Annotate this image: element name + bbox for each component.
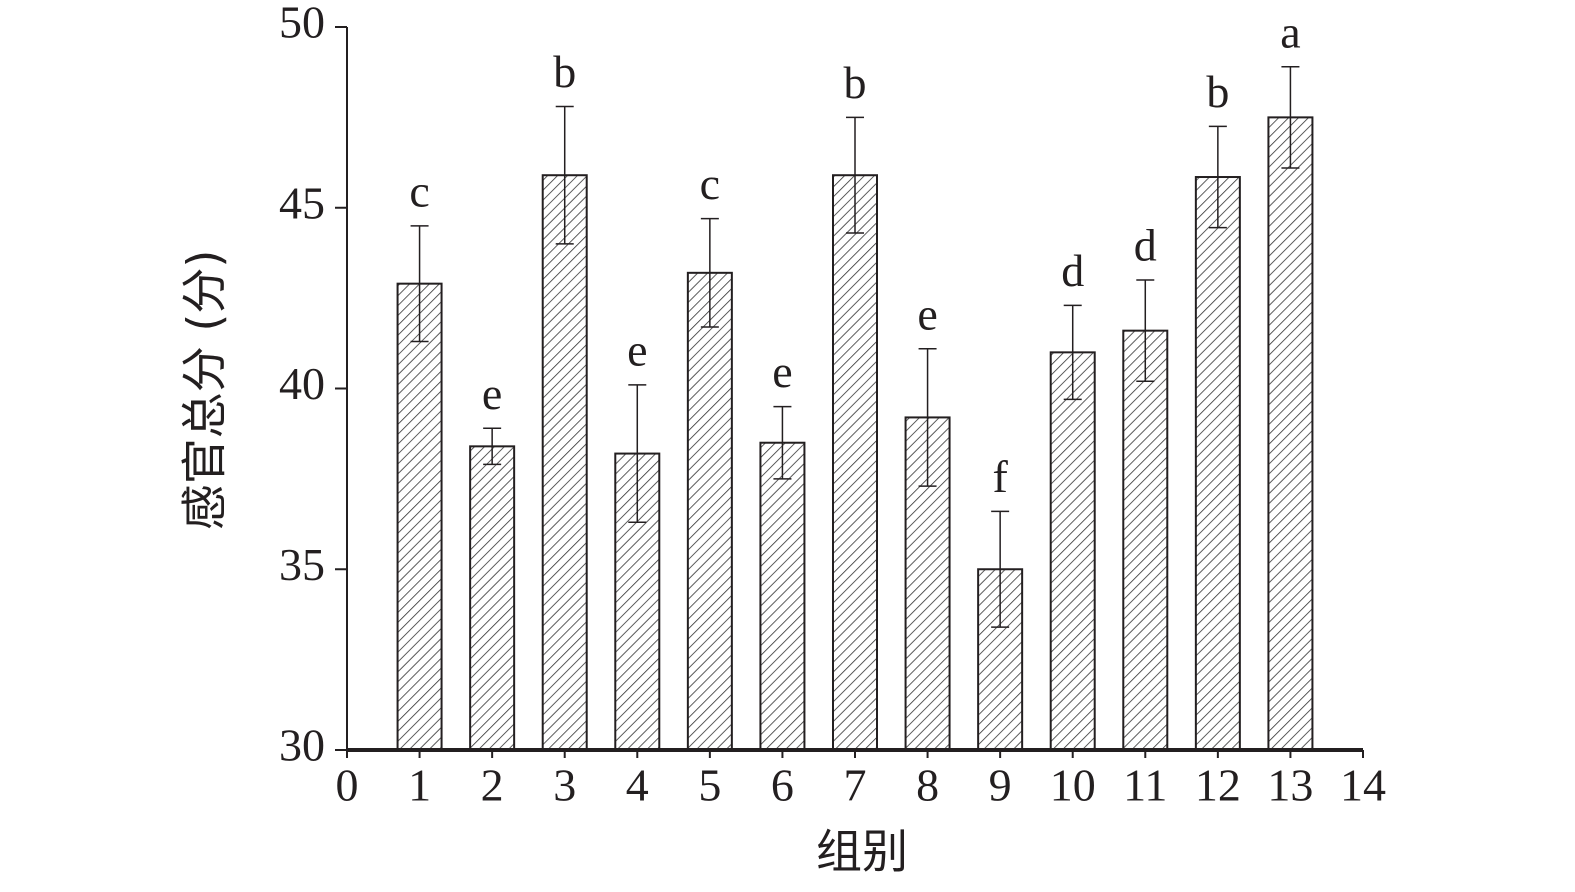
bar — [1267, 116, 1314, 751]
y-axis-title: 感官总分 (分) — [178, 250, 232, 531]
significance-label: e — [627, 324, 647, 375]
bar — [1194, 176, 1241, 751]
bar — [469, 445, 516, 751]
bar — [396, 282, 443, 751]
x-tick-label: 9 — [989, 760, 1012, 811]
error-bar — [700, 217, 719, 328]
error-bar — [1281, 66, 1300, 169]
bar — [1049, 351, 1096, 751]
significance-label: c — [700, 158, 720, 209]
x-tick-label: 1 — [408, 760, 431, 811]
x-tick-label: 4 — [626, 760, 649, 811]
error-bar — [1063, 304, 1082, 401]
x-tick-label: 2 — [481, 760, 504, 811]
y-tick-label: 45 — [279, 177, 325, 228]
error-bar — [991, 510, 1010, 628]
bar — [541, 174, 588, 751]
significance-label: a — [1280, 6, 1300, 57]
x-tick-label: 12 — [1195, 760, 1241, 811]
significance-label: e — [917, 288, 937, 339]
significance-label: b — [844, 57, 867, 108]
error-bar — [918, 347, 937, 487]
error-bar — [555, 105, 574, 245]
y-tick-label: 30 — [279, 720, 325, 771]
bar — [686, 271, 733, 751]
y-tick-label: 40 — [279, 358, 325, 409]
significance-label: f — [992, 451, 1008, 502]
x-tick-label: 13 — [1267, 760, 1313, 811]
error-bar — [410, 225, 429, 343]
x-tick-label: 7 — [844, 760, 867, 811]
x-axis-title: 组别 — [816, 825, 908, 879]
error-bar — [628, 384, 647, 524]
x-tick-label: 0 — [336, 760, 359, 811]
x-tick-label: 8 — [916, 760, 939, 811]
significance-label: d — [1061, 245, 1084, 296]
x-tick-label: 5 — [698, 760, 721, 811]
bar — [832, 174, 878, 751]
y-tick-label: 35 — [279, 539, 325, 590]
x-tick-label: 6 — [771, 760, 794, 811]
significance-label: d — [1134, 220, 1157, 271]
error-bar — [846, 116, 864, 234]
bar — [1122, 329, 1169, 751]
significance-label: b — [1206, 66, 1229, 117]
significance-label: c — [409, 165, 429, 216]
error-bar — [1136, 279, 1155, 383]
x-tick-label: 14 — [1340, 760, 1386, 811]
x-tick-label: 11 — [1123, 760, 1167, 811]
significance-label: b — [553, 46, 576, 97]
error-bar — [1208, 125, 1227, 229]
significance-label: e — [772, 346, 792, 397]
significance-label: e — [482, 368, 502, 419]
x-tick-label: 3 — [553, 760, 576, 811]
error-bar — [483, 427, 502, 466]
x-tick-label: 10 — [1050, 760, 1096, 811]
error-bar — [773, 405, 792, 480]
bar — [759, 441, 806, 751]
y-tick-label: 50 — [279, 0, 325, 48]
